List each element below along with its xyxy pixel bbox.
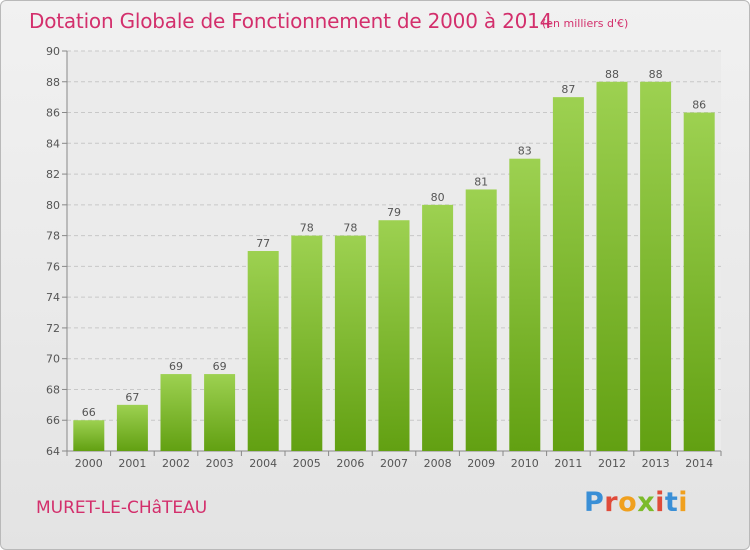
logo-letter: r — [604, 487, 619, 518]
data-label: 86 — [692, 99, 706, 112]
y-tick-label: 74 — [46, 291, 60, 304]
logo-letter: o — [618, 487, 638, 518]
data-label: 78 — [300, 222, 314, 235]
x-tick-label: 2012 — [598, 457, 626, 470]
x-tick-label: 2003 — [206, 457, 234, 470]
y-tick-label: 76 — [46, 260, 60, 273]
y-tick-label: 66 — [46, 414, 60, 427]
x-tick-label: 2011 — [554, 457, 582, 470]
data-label: 81 — [474, 175, 488, 188]
y-tick-label: 90 — [46, 45, 60, 58]
data-label: 69 — [213, 360, 227, 373]
unit-note: (en milliers d'€) — [542, 17, 629, 30]
y-tick-label: 72 — [46, 322, 60, 335]
y-tick-label: 82 — [46, 168, 60, 181]
y-tick-label: 86 — [46, 107, 60, 120]
bar — [204, 374, 236, 451]
bar — [683, 112, 715, 452]
proxiti-logo: Proxiti — [584, 487, 688, 518]
data-label: 88 — [649, 68, 663, 81]
y-tick-label: 78 — [46, 230, 60, 243]
x-tick-label: 2010 — [511, 457, 539, 470]
y-tick-label: 88 — [46, 76, 60, 89]
data-label: 67 — [125, 391, 139, 404]
logo-letter: i — [678, 487, 689, 518]
chart-title: Dotation Globale de Fonctionnement de 20… — [29, 9, 553, 33]
bar — [160, 374, 192, 451]
bar — [596, 81, 628, 452]
x-tick-label: 2008 — [424, 457, 452, 470]
logo-letter: P — [584, 487, 605, 518]
x-tick-label: 2002 — [162, 457, 190, 470]
y-tick-label: 70 — [46, 353, 60, 366]
town-name: MURET-LE-CHâTEAU — [36, 498, 208, 518]
y-tick-label: 80 — [46, 199, 60, 212]
x-tick-label: 2014 — [685, 457, 713, 470]
bar — [552, 97, 584, 452]
bar — [291, 235, 323, 451]
data-label: 69 — [169, 360, 183, 373]
x-tick-label: 2006 — [336, 457, 364, 470]
data-label: 79 — [387, 206, 401, 219]
y-tick-label: 64 — [46, 445, 60, 458]
data-label: 66 — [82, 406, 96, 419]
logo-letter: x — [637, 487, 656, 518]
x-tick-label: 2007 — [380, 457, 408, 470]
logo-letter: t — [664, 487, 679, 518]
bar — [465, 189, 497, 451]
y-tick-label: 68 — [46, 383, 60, 396]
data-label: 83 — [518, 145, 532, 158]
bar — [116, 404, 148, 451]
data-label: 78 — [343, 222, 357, 235]
bar — [422, 204, 454, 451]
data-label: 77 — [256, 237, 270, 250]
bar — [247, 251, 279, 451]
data-label: 87 — [561, 83, 575, 96]
x-tick-label: 2004 — [249, 457, 277, 470]
data-label: 88 — [605, 68, 619, 81]
bar — [509, 158, 541, 451]
logo-letter: i — [655, 487, 665, 518]
data-label: 80 — [431, 191, 445, 204]
x-tick-label: 2005 — [293, 457, 321, 470]
x-tick-label: 2000 — [75, 457, 103, 470]
x-tick-label: 2001 — [118, 457, 146, 470]
x-tick-label: 2009 — [467, 457, 495, 470]
x-tick-label: 2013 — [642, 457, 670, 470]
bar — [378, 220, 410, 451]
bar — [73, 420, 105, 451]
bar — [334, 235, 366, 451]
bar — [640, 81, 672, 452]
y-tick-label: 84 — [46, 137, 60, 150]
